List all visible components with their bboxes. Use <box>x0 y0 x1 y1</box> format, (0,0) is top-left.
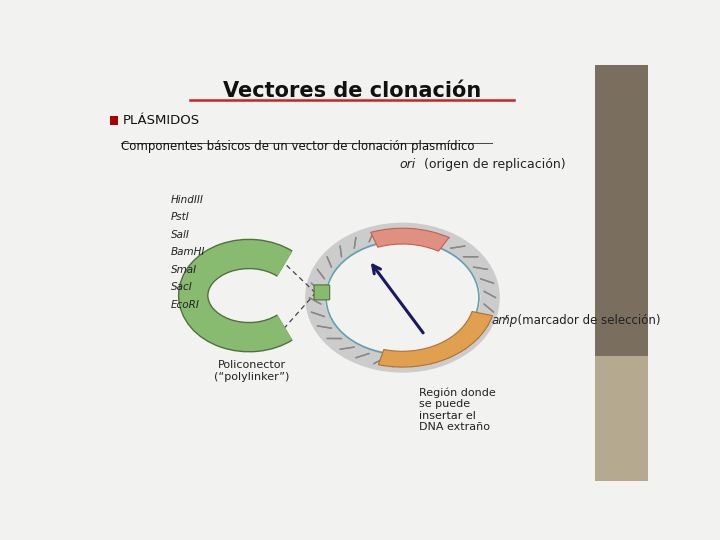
Text: ori: ori <box>400 158 416 171</box>
Bar <box>595 65 648 481</box>
Text: PLÁSMIDOS: PLÁSMIDOS <box>122 113 199 126</box>
Text: BamHI: BamHI <box>171 247 205 258</box>
FancyBboxPatch shape <box>314 285 330 300</box>
Text: SalI: SalI <box>171 230 190 240</box>
Text: Región donde
se puede
insertar el
DNA extraño: Región donde se puede insertar el DNA ex… <box>419 387 496 433</box>
Text: EcoRI: EcoRI <box>171 300 199 310</box>
Text: (marcador de selección): (marcador de selección) <box>510 314 660 327</box>
Text: amp: amp <box>492 314 518 327</box>
Text: PstI: PstI <box>171 212 189 222</box>
Text: HindIII: HindIII <box>171 195 204 205</box>
Text: SacI: SacI <box>171 282 193 292</box>
Text: (origen de replicación): (origen de replicación) <box>416 158 566 171</box>
Text: SmaI: SmaI <box>171 265 197 275</box>
Wedge shape <box>379 312 492 367</box>
Bar <box>109 116 119 125</box>
Wedge shape <box>371 228 449 251</box>
Bar <box>595 356 648 481</box>
Text: r: r <box>505 313 508 322</box>
Text: Policonector
(“polylinker”): Policonector (“polylinker”) <box>214 360 289 382</box>
Text: Componentes básicos de un vector de clonación plasmídico: Componentes básicos de un vector de clon… <box>121 140 474 153</box>
Text: Vectores de clonación: Vectores de clonación <box>223 82 482 102</box>
